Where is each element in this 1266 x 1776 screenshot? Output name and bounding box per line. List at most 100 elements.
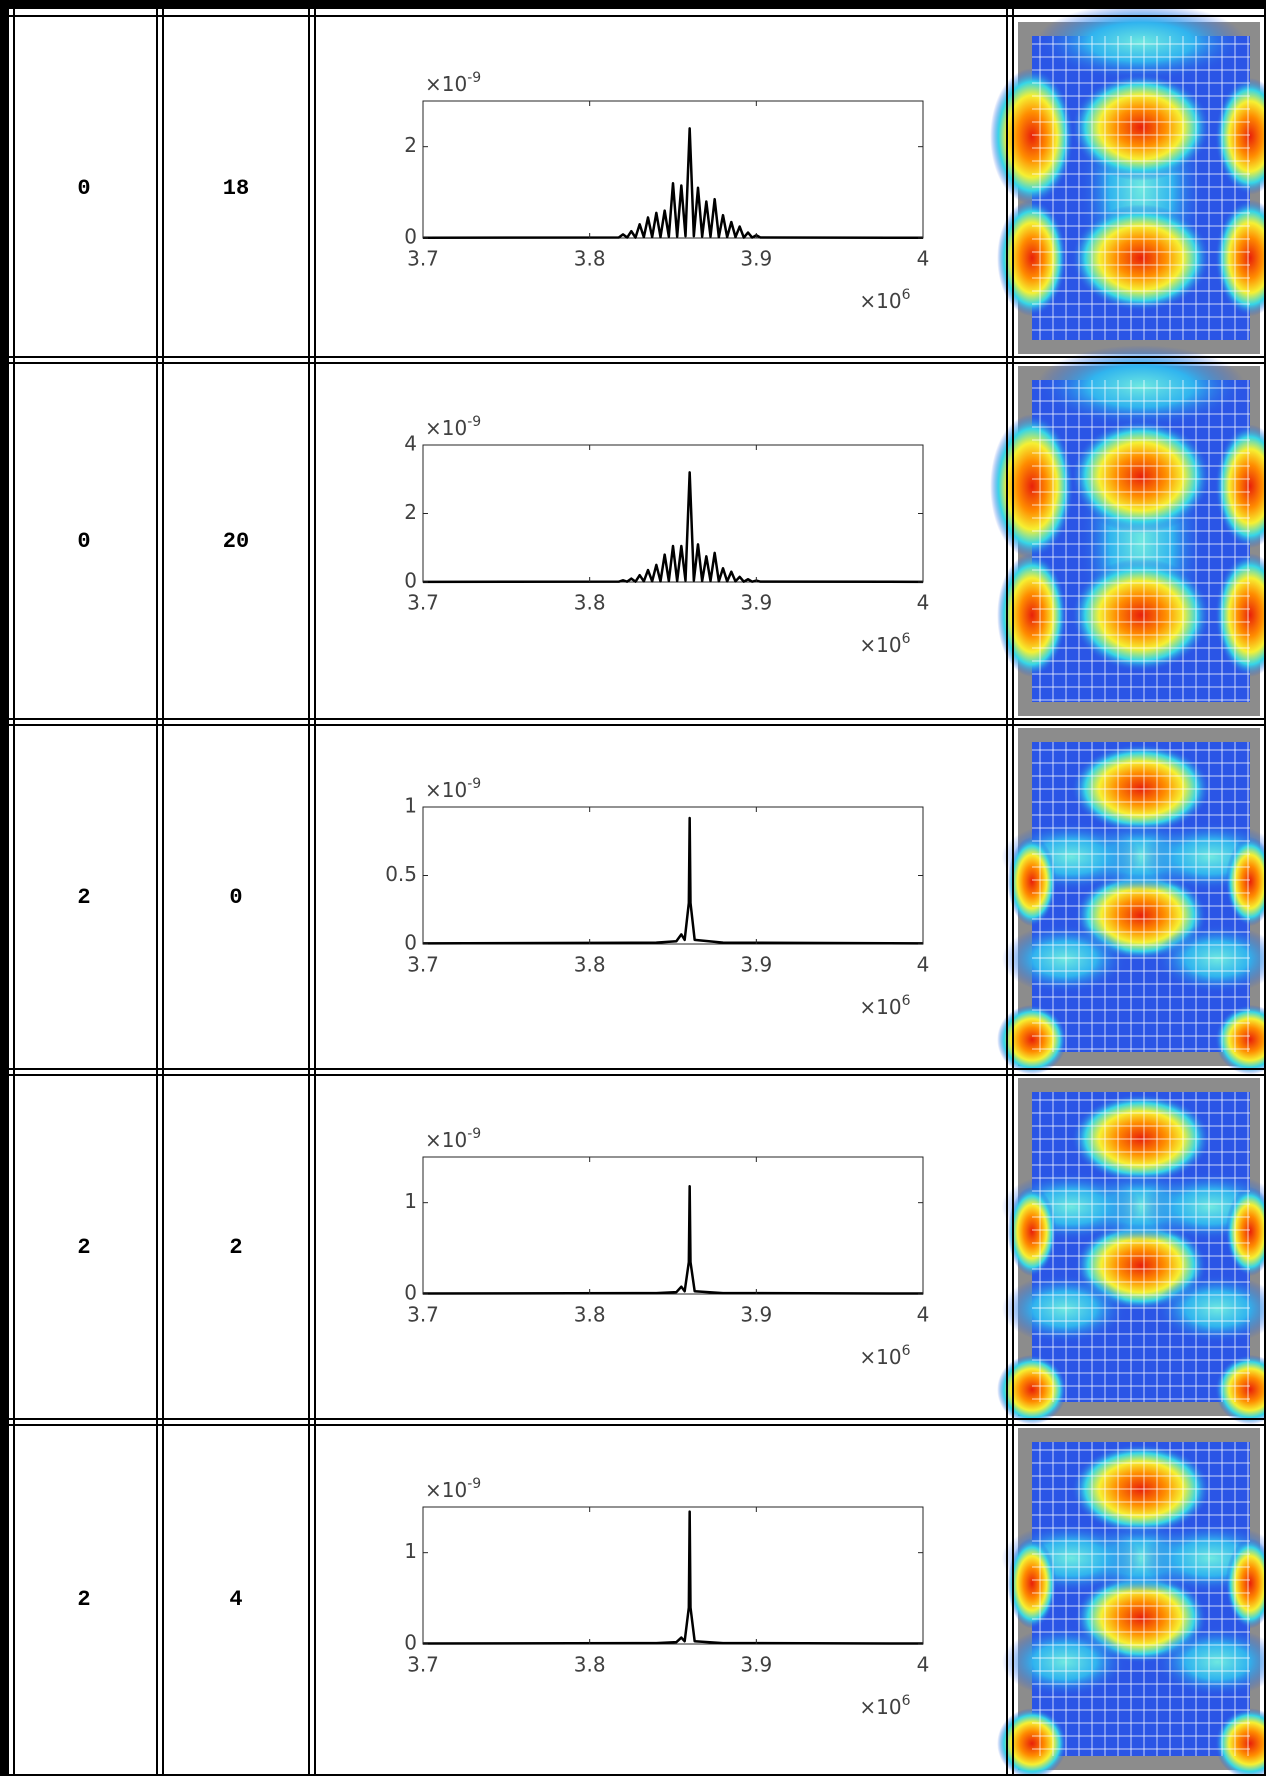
field-blob [1215,553,1266,677]
multiplier-base: ×10 [425,1478,467,1502]
y-multiplier: ×10-9 [425,1126,481,1152]
x-multiplier: ×106 [859,1343,910,1369]
cell-text: 0 [229,885,242,910]
x-tick-label: 3.8 [574,247,606,271]
field-blob [1225,1186,1266,1277]
x-tick-label: 3.8 [574,953,606,977]
field-blob [997,1004,1067,1075]
outer-border-left [0,0,9,1776]
x-tick-label: 3.9 [740,247,772,271]
field-blob [1036,3,1246,81]
field-blob [1071,73,1211,181]
y-tick-label: 0.5 [385,862,417,886]
plot-box [422,1506,924,1645]
mode-shape-image [997,1428,1266,1776]
x-tick-label: 3.9 [740,953,772,977]
y-tick-label: 2 [404,133,417,157]
plot-box [422,100,924,239]
field-blob [1215,1708,1266,1776]
x-tick-label: 4 [917,1653,930,1677]
multiplier-exponent: 6 [902,631,911,647]
multiplier-exponent: -9 [467,414,481,430]
x-tick-label: 3.9 [740,591,772,615]
cell-text: 18 [223,176,249,201]
cell-text: 2 [77,885,90,910]
plot-box [422,444,924,583]
y-multiplier: ×10-9 [425,1476,481,1502]
x-tick-label: 3.9 [740,1653,772,1677]
multiplier-base: ×10 [859,633,901,657]
x-tick-label: 3.7 [407,953,439,977]
y-multiplier: ×10-9 [425,414,481,440]
x-tick-label: 3.9 [740,1303,772,1327]
multiplier-base: ×10 [425,778,467,802]
field-blob [1225,836,1266,927]
x-multiplier: ×106 [859,287,910,313]
field-blob [997,553,1067,677]
field-blob [1007,1538,1057,1629]
cell-text: 0 [77,529,90,554]
y-tick-label: 1 [404,794,417,818]
plot-box [422,1156,924,1295]
field-blob [997,1708,1067,1776]
mode-shape-image [990,345,1266,716]
field-blob [1215,424,1266,549]
multiplier-exponent: 6 [902,1693,911,1709]
x-tick-label: 3.8 [574,591,606,615]
field-blob [1215,1004,1266,1075]
y-tick-label: 2 [404,500,417,524]
cell-text: 4 [229,1587,242,1612]
x-tick-label: 3.7 [407,247,439,271]
y-tick-label: 0 [404,1631,417,1655]
mode-shape-image [990,3,1266,354]
field-blob [1007,1186,1057,1277]
x-tick-label: 4 [917,591,930,615]
x-multiplier: ×106 [859,993,910,1019]
y-tick-label: 0 [404,1281,417,1305]
multiplier-exponent: -9 [467,776,481,792]
field-blob [990,68,1074,205]
multiplier-exponent: 6 [902,1343,911,1359]
x-tick-label: 4 [917,953,930,977]
field-blob [1154,1274,1266,1344]
multiplier-base: ×10 [859,289,901,313]
spectrum-line [422,816,924,945]
multiplier-base: ×10 [425,416,467,440]
x-multiplier: ×106 [859,1693,910,1719]
multiplier-base: ×10 [425,1128,467,1152]
field-blob [1007,836,1057,927]
field-blob [997,1354,1067,1425]
field-blob [1215,1354,1266,1425]
field-blob [997,199,1067,317]
field-blob [1215,77,1266,195]
multiplier-base: ×10 [859,1345,901,1369]
x-tick-label: 3.8 [574,1653,606,1677]
x-tick-label: 3.8 [574,1303,606,1327]
field-blob [1154,1626,1266,1697]
mode-shape-image [997,1078,1266,1425]
multiplier-exponent: -9 [467,1126,481,1142]
field-blob [1036,345,1246,428]
x-tick-label: 3.7 [407,591,439,615]
field-blob [1071,558,1211,672]
y-tick-label: 0 [404,225,417,249]
cell-text: 2 [229,1235,242,1260]
x-tick-label: 3.7 [407,1653,439,1677]
y-multiplier: ×10-9 [425,70,481,96]
y-tick-label: 0 [404,931,417,955]
x-tick-label: 4 [917,247,930,271]
multiplier-exponent: 6 [902,287,911,303]
multiplier-base: ×10 [859,1695,901,1719]
multiplier-exponent: -9 [467,1476,481,1492]
y-tick-label: 1 [404,1189,417,1213]
multiplier-base: ×10 [425,72,467,96]
x-multiplier: ×106 [859,631,910,657]
y-tick-label: 0 [404,569,417,593]
y-tick-label: 4 [404,432,417,456]
field-blob [1215,199,1266,317]
y-tick-label: 1 [404,1539,417,1563]
multiplier-exponent: 6 [902,993,911,1009]
multiplier-exponent: -9 [467,70,481,86]
x-tick-label: 4 [917,1303,930,1327]
